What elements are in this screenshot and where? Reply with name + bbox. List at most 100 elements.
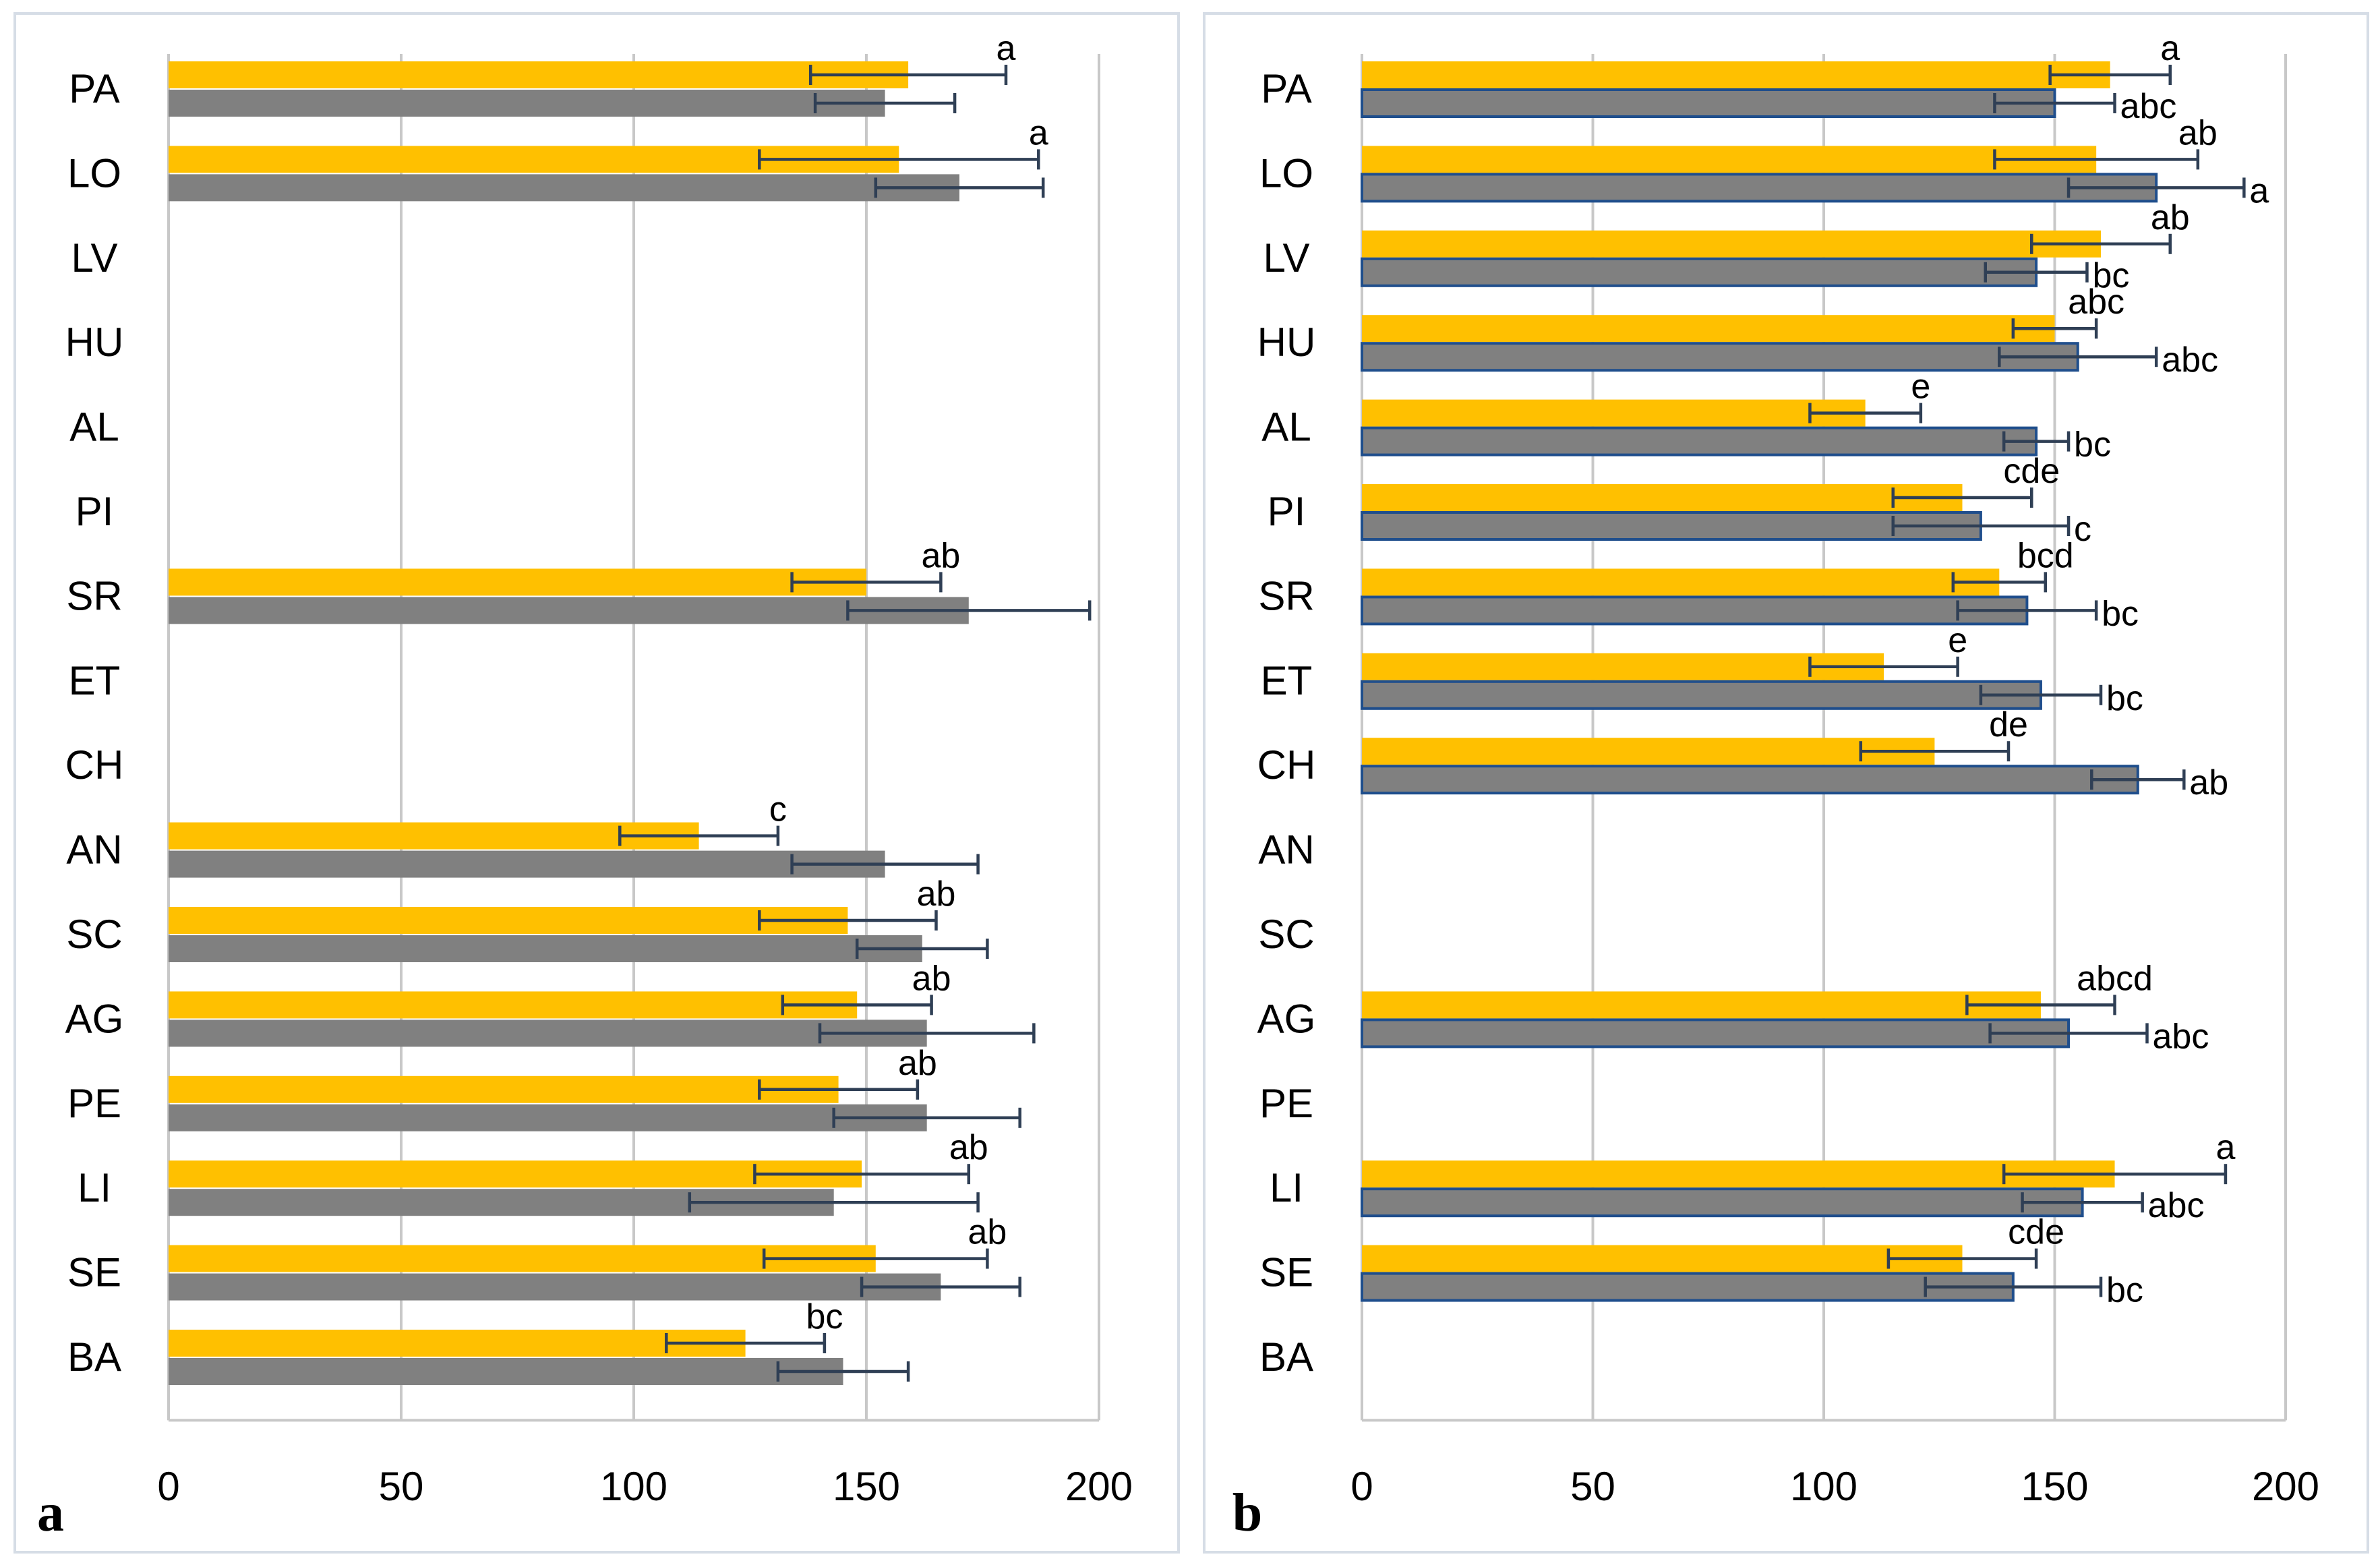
category-label: LV <box>71 235 118 280</box>
bar-series-1 <box>169 822 699 850</box>
category-label: PE <box>67 1081 121 1126</box>
x-tick-label: 0 <box>157 1464 179 1509</box>
bar-series-1 <box>1362 146 2097 173</box>
significance-label: ab <box>2189 763 2228 802</box>
category-label: PA <box>1261 66 1312 111</box>
category-label: AL <box>69 405 119 450</box>
category-label: AG <box>1257 996 1316 1041</box>
category-label: LI <box>78 1165 111 1210</box>
x-tick-label: 50 <box>1570 1464 1615 1509</box>
bar-series-2 <box>1361 426 2038 456</box>
bar-series-1 <box>1362 61 2110 88</box>
panel-b: 0 50 100 150 200 PA LO LV HU AL PI SR ET CH AN SC AG PE LI… <box>1203 12 2369 1554</box>
significance-label: ab <box>917 875 956 914</box>
significance-label: abc <box>2068 283 2124 322</box>
bar-series-2 <box>169 90 885 117</box>
significance-label: c <box>769 790 787 829</box>
bar-series-2 <box>1361 1272 2015 1302</box>
bar-series-1 <box>169 1160 862 1188</box>
significance-label: ab <box>949 1128 988 1167</box>
category-label: PE <box>1259 1081 1313 1126</box>
bar-series-1 <box>169 907 848 934</box>
significance-label: ab <box>2178 113 2218 152</box>
significance-label: bc <box>2074 425 2111 465</box>
category-label: PI <box>76 489 114 534</box>
significance-label: e <box>1948 621 1967 660</box>
category-label: HU <box>65 320 124 365</box>
category-label: PA <box>69 66 120 111</box>
bar-series-2 <box>1361 765 2139 795</box>
category-label: SE <box>67 1250 121 1295</box>
panel-a: 0 50 100 150 200 PA LO LV HU AL PI SR ET CH AN SC AG PE LI… <box>13 12 1180 1554</box>
category-label: SC <box>66 912 122 957</box>
significance-label: abc <box>2120 87 2177 126</box>
bar-series-2 <box>169 1273 941 1301</box>
significance-label: bc <box>2102 594 2139 633</box>
bar-series-1 <box>1362 653 1884 680</box>
significance-label: a <box>2215 1128 2235 1167</box>
category-label: LO <box>1259 150 1313 196</box>
category-label: BA <box>1259 1334 1313 1380</box>
bar-series-2 <box>1361 1187 2084 1218</box>
significance-label: cde <box>2008 1213 2064 1252</box>
panel-frame <box>13 12 1180 1554</box>
bar-series-1 <box>1362 315 2055 343</box>
category-label: AN <box>1258 827 1314 873</box>
bar-series-1 <box>1362 991 2041 1019</box>
bar-series-2 <box>1361 173 2158 203</box>
x-tick-label: 150 <box>2021 1464 2088 1509</box>
significance-label: abcd <box>2077 959 2153 998</box>
category-label: CH <box>65 742 124 788</box>
bar-series-2 <box>169 850 885 878</box>
significance-label: ab <box>921 536 960 575</box>
significance-label: a <box>2249 171 2269 210</box>
category-label: SE <box>1259 1250 1313 1295</box>
bar-series-2 <box>169 1104 927 1131</box>
significance-label: bc <box>2106 1271 2143 1310</box>
significance-label: de <box>1989 705 2028 744</box>
category-label: ET <box>1261 658 1313 703</box>
significance-label: bc <box>2106 679 2143 718</box>
bar-series-2 <box>1361 680 2042 710</box>
panel-letter: b <box>1232 1483 1263 1543</box>
significance-label: cde <box>2003 452 2060 491</box>
bar-series-2 <box>169 597 969 624</box>
bar-series-2 <box>1361 511 1982 541</box>
significance-label: e <box>1911 367 1930 407</box>
bar-series-2 <box>169 1020 927 1047</box>
bar-series-1 <box>169 568 866 596</box>
bar-series-2 <box>169 1358 843 1385</box>
x-tick-label: 200 <box>1065 1464 1133 1509</box>
bar-series-1 <box>169 1330 746 1357</box>
bar-series-1 <box>1362 484 1963 511</box>
bar-series-1 <box>1362 738 1935 765</box>
bar-series-1 <box>169 1245 876 1272</box>
significance-label: bc <box>806 1297 843 1336</box>
category-label: ET <box>69 658 121 703</box>
bar-series-1 <box>1362 399 1866 427</box>
x-tick-label: 200 <box>2252 1464 2319 1509</box>
bar-series-1 <box>1362 1160 2115 1188</box>
category-label: LV <box>1263 235 1310 280</box>
category-label: AN <box>66 827 122 873</box>
x-tick-label: 0 <box>1350 1464 1373 1509</box>
x-tick-label: 100 <box>600 1464 667 1509</box>
significance-label: abc <box>2153 1017 2209 1056</box>
significance-label: ab <box>968 1213 1007 1252</box>
significance-label: c <box>2074 510 2091 549</box>
category-label: LI <box>1270 1165 1303 1210</box>
category-label: PI <box>1268 489 1306 534</box>
bar-series-2 <box>1361 1018 2071 1049</box>
significance-label: bc <box>2092 256 2129 295</box>
significance-label: a <box>996 29 1016 68</box>
category-label: CH <box>1257 742 1316 788</box>
bar-series-1 <box>1362 230 2101 258</box>
x-tick-label: 150 <box>833 1464 900 1509</box>
significance-label: bcd <box>2017 536 2074 575</box>
significance-label: abc <box>2162 341 2218 380</box>
bar-series-2 <box>1361 88 2056 118</box>
bar-series-1 <box>169 1075 839 1103</box>
significance-label: ab <box>2151 198 2190 237</box>
bar-series-1 <box>169 991 858 1019</box>
